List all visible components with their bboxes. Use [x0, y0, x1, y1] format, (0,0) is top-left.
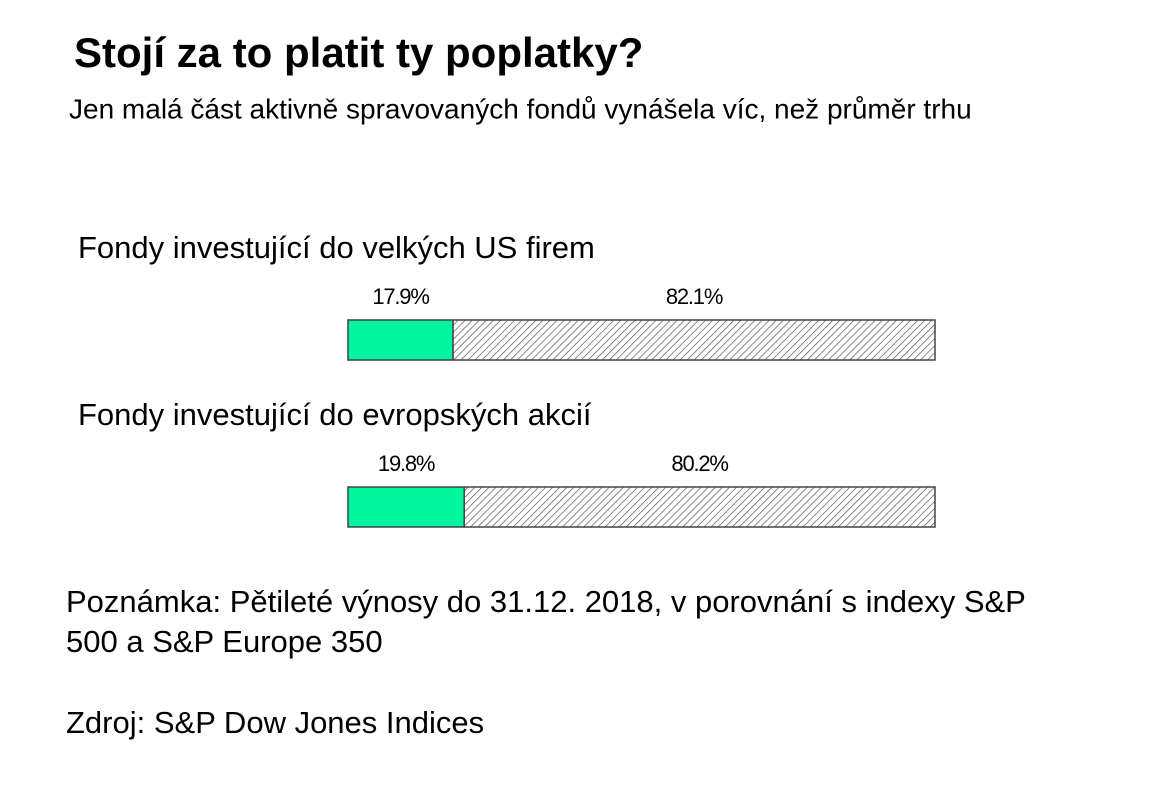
bar-title: Fondy investující do evropských akcií — [78, 397, 592, 432]
bar-segment — [347, 486, 465, 528]
bar-title: Fondy investující do velkých US firem — [78, 230, 595, 265]
value-label: 19.8% — [378, 451, 435, 476]
value-label: 17.9% — [372, 284, 429, 309]
value-label: 80.2% — [671, 451, 728, 476]
bar-segment — [452, 319, 936, 361]
subtitle: Jen malá část aktivně spravovaných fondů… — [69, 93, 972, 124]
chart-title: Stojí za to platit ty poplatky? — [74, 29, 643, 76]
source: Zdroj: S&P Dow Jones Indices — [66, 705, 484, 740]
note: 500 a S&P Europe 350 — [66, 624, 383, 659]
note: Poznámka: Pětileté výnosy do 31.12. 2018… — [66, 584, 1026, 619]
value-label: 82.1% — [666, 284, 723, 309]
bar-segment — [463, 486, 936, 528]
bar-segment — [347, 319, 454, 361]
